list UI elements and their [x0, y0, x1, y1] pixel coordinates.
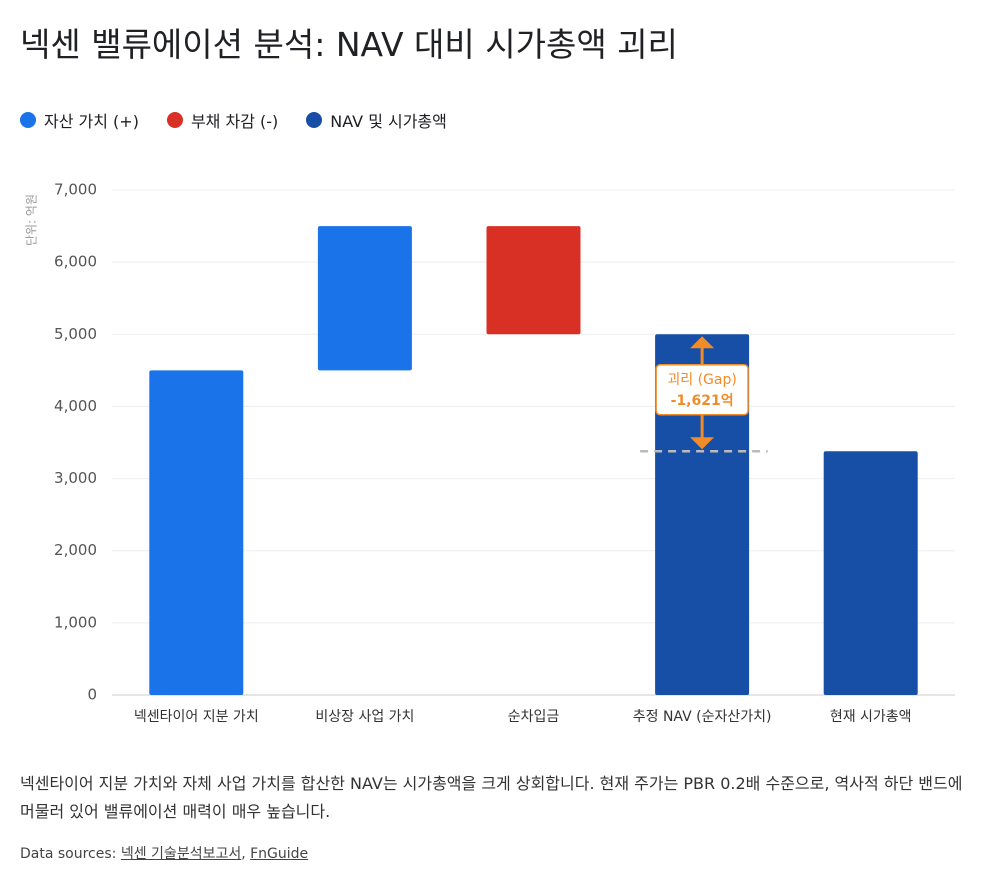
y-axis-label: 단위: 억원 — [25, 194, 39, 246]
x-tick-label: 넥센타이어 지분 가치 — [134, 709, 259, 725]
bar — [486, 226, 581, 335]
annotation-value: -1,621억 — [671, 393, 734, 409]
legend-item: 자산 가치 (+) — [20, 108, 139, 132]
annotation-box — [655, 364, 749, 416]
y-tick-label: 4,000 — [54, 397, 97, 415]
legend-swatch — [306, 112, 323, 128]
y-tick-label: 2,000 — [54, 541, 97, 559]
y-tick-label: 0 — [87, 686, 97, 704]
y-tick-label: 5,000 — [54, 325, 97, 343]
source-link[interactable]: FnGuide — [250, 846, 309, 862]
legend: 자산 가치 (+) 부채 차감 (-) NAV 및 시가총액 — [20, 108, 447, 132]
legend-item: NAV 및 시가총액 — [306, 108, 447, 132]
arrow-head — [690, 437, 715, 450]
annotation-label: 괴리 (Gap) — [667, 372, 736, 388]
x-tick-label: 현재 시가총액 — [830, 709, 912, 725]
y-tick-label: 1,000 — [54, 613, 97, 631]
legend-label: 부채 차감 (-) — [190, 112, 279, 131]
y-tick-label: 3,000 — [54, 469, 97, 487]
x-tick-label: 추정 NAV (순자산가치) — [633, 709, 772, 725]
x-tick-label: 비상장 사업 가치 — [315, 709, 414, 725]
description: 넥센타이어 지분 가치와 자체 사업 가치를 합산한 NAV는 시가총액을 크게… — [20, 774, 963, 821]
source-link[interactable]: 넥센 기술분석보고서 — [120, 846, 242, 862]
legend-label: NAV 및 시가총액 — [330, 112, 447, 131]
chart-title: 넥센 밸류에이션 분석: NAV 대비 시가총액 괴리 — [20, 25, 678, 64]
bar — [149, 370, 244, 695]
arrow-head — [690, 336, 715, 349]
x-tick-label: 순차입금 — [508, 709, 560, 725]
y-tick-label: 6,000 — [54, 253, 97, 271]
legend-label: 자산 가치 (+) — [44, 112, 139, 131]
y-tick-label: 7,000 — [54, 181, 97, 199]
legend-item: 부채 차감 (-) — [166, 108, 279, 132]
bar — [823, 451, 918, 695]
sources-label: Data sources: — [20, 846, 117, 862]
legend-swatch — [166, 112, 183, 128]
bar — [317, 226, 412, 371]
chart: 단위: 억원 0 1,000 2,000 3,000 4,000 5,000 6,000 7,0… — [25, 181, 955, 725]
bar — [655, 334, 750, 695]
sources: Data sources: 넥센 기술분석보고서, FnGuide — [20, 846, 309, 862]
legend-swatch — [20, 112, 36, 128]
